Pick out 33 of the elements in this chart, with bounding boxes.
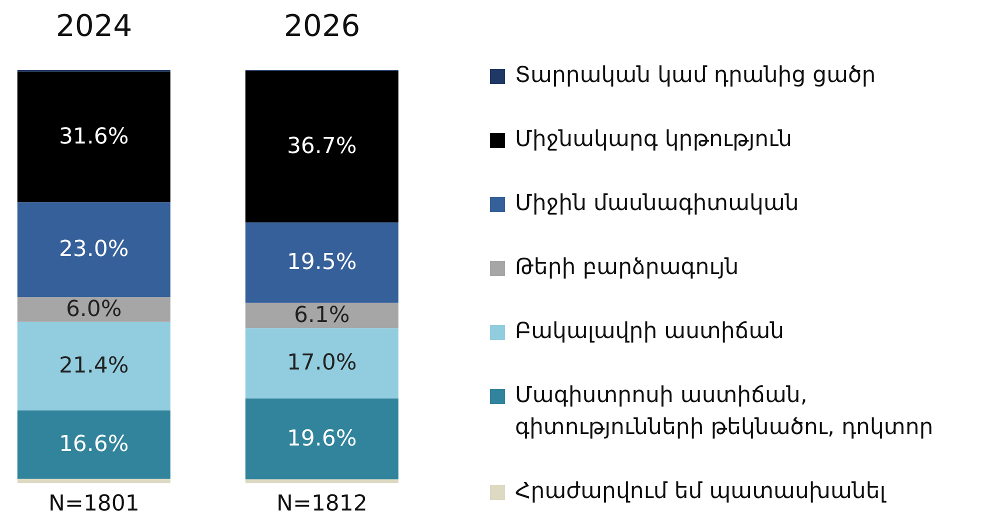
legend-label: Թերի բարձրագույն	[515, 254, 739, 282]
legend-label: Տարրական կամ դրանից ցածր	[515, 62, 876, 90]
bar	[245, 70, 398, 222]
data-label: 31.6%	[58, 124, 129, 150]
bar	[17, 478, 170, 483]
bar	[17, 202, 170, 298]
x-tick-label: 2024	[56, 9, 132, 44]
data-label: 16.6%	[58, 432, 129, 458]
data-label: 36.7%	[286, 134, 357, 160]
data-label: 19.5%	[286, 250, 357, 276]
x-tick-label: 2026	[284, 9, 360, 44]
data-label: 6.1%	[294, 303, 350, 328]
legend-label: Բակալավրի աստիճան	[515, 318, 784, 346]
bar	[17, 410, 170, 479]
text: N=1801	[48, 492, 140, 517]
bar	[245, 398, 398, 480]
bar	[245, 328, 398, 398]
bar	[17, 297, 170, 322]
text: N=1812	[276, 492, 368, 517]
data-label: 17.0%	[286, 350, 357, 376]
data-label: 19.6%	[286, 426, 357, 452]
data-label: 6.0%	[66, 297, 122, 322]
bar	[17, 322, 170, 410]
legend-label: Մագիստրոսի աստիճան, գիտությունների թեկնածու, դոկտոր	[515, 382, 934, 442]
data-label: 23.0%	[58, 237, 129, 262]
legend-label: Միջին մասնագիտական	[515, 190, 799, 218]
bar	[17, 72, 170, 202]
bar	[245, 302, 398, 328]
legend-label: Միջնակարգ կրթություն	[515, 126, 792, 154]
bar	[245, 479, 398, 483]
bar	[245, 222, 398, 303]
data-label: 21.4%	[58, 354, 129, 379]
legend-label: Հրաժարվում եմ պատասխանել	[515, 478, 886, 506]
